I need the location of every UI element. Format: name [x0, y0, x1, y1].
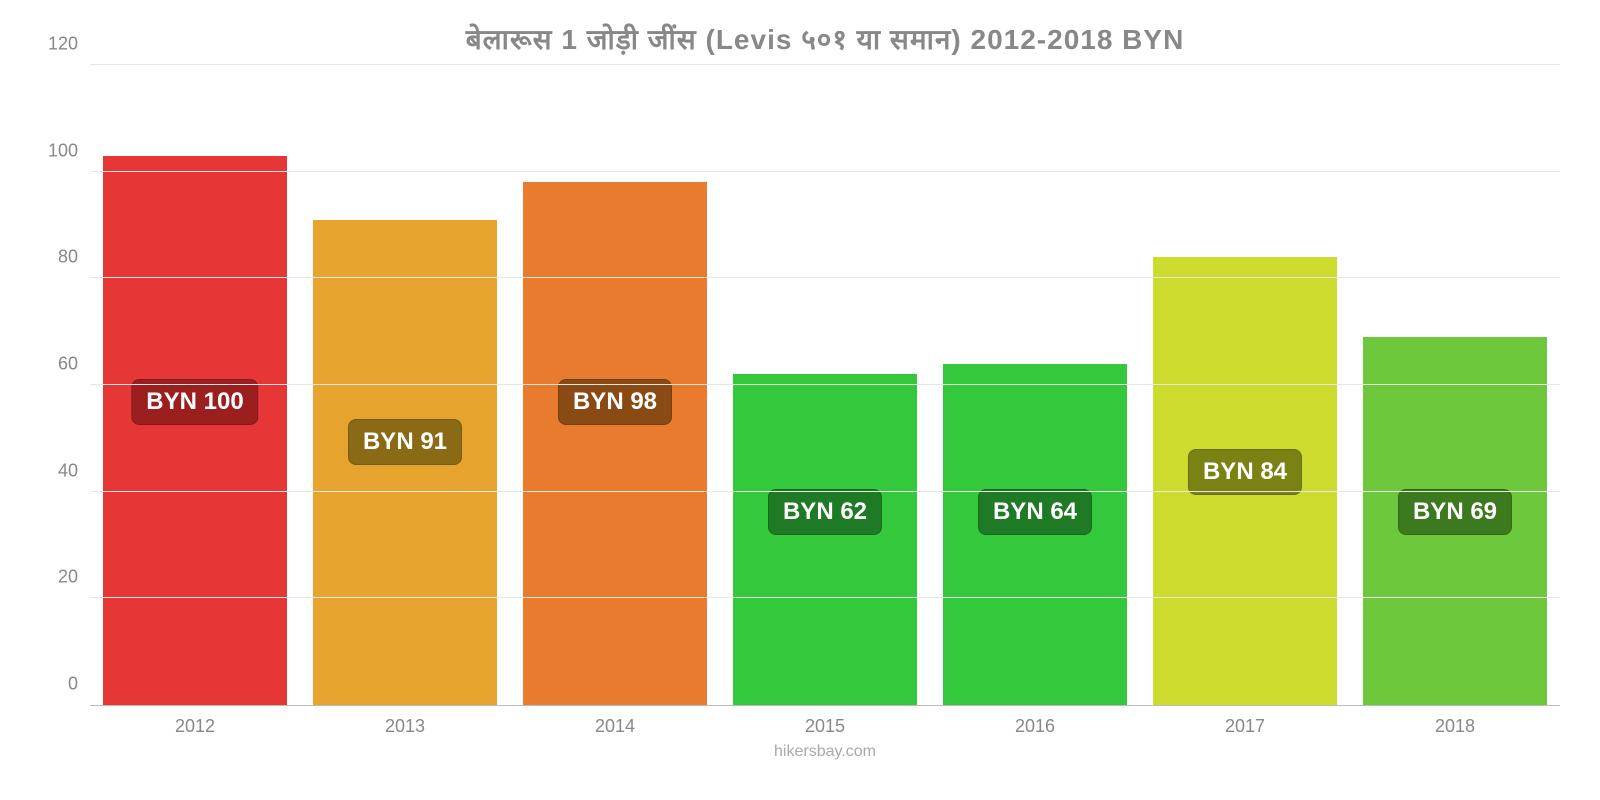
gridline	[90, 384, 1560, 385]
y-tick-label: 40	[58, 460, 90, 481]
gridline	[90, 491, 1560, 492]
bar-slot: BYN 62	[720, 66, 930, 705]
y-tick-label: 80	[58, 247, 90, 268]
bar	[103, 156, 288, 705]
bar-value-badge: BYN 69	[1398, 489, 1512, 535]
bar-slot: BYN 100	[90, 66, 300, 705]
x-tick-label: 2018	[1350, 716, 1560, 737]
x-tick-label: 2016	[930, 716, 1140, 737]
bar-value-badge: BYN 91	[348, 419, 462, 465]
x-tick-label: 2015	[720, 716, 930, 737]
chart-title: बेलारूस 1 जोड़ी जींस (Levis ५०१ या समान)…	[90, 20, 1560, 58]
bar-slot: BYN 84	[1140, 66, 1350, 705]
bar-slot: BYN 64	[930, 66, 1140, 705]
y-tick-label: 0	[68, 674, 90, 695]
bar-slot: BYN 91	[300, 66, 510, 705]
bar-value-badge: BYN 98	[558, 379, 672, 425]
footer-credit: hikersbay.com	[90, 743, 1560, 761]
bar-value-badge: BYN 84	[1188, 449, 1302, 495]
bars-row: BYN 100 BYN 91 BYN 98 BYN 62 BYN 64 BYN 84 BYN…	[90, 66, 1560, 705]
bar-value-badge: BYN 64	[978, 489, 1092, 535]
x-axis-row: 2012201320142015201620172018	[90, 716, 1560, 737]
bar-slot: BYN 69	[1350, 66, 1560, 705]
gridline	[90, 277, 1560, 278]
bar-value-badge: BYN 62	[768, 489, 882, 535]
chart-container: बेलारूस 1 जोड़ी जींस (Levis ५०१ या समान)…	[0, 0, 1600, 800]
x-tick-label: 2012	[90, 716, 300, 737]
y-tick-label: 100	[48, 140, 90, 161]
y-tick-label: 120	[48, 34, 90, 55]
gridline	[90, 64, 1560, 65]
x-tick-label: 2014	[510, 716, 720, 737]
plot-area: BYN 100 BYN 91 BYN 98 BYN 62 BYN 64 BYN 84 BYN…	[90, 66, 1560, 706]
bar	[733, 374, 918, 705]
y-tick-label: 20	[58, 567, 90, 588]
x-tick-label: 2017	[1140, 716, 1350, 737]
bar-value-badge: BYN 100	[131, 379, 258, 425]
y-tick-label: 60	[58, 354, 90, 375]
bar-slot: BYN 98	[510, 66, 720, 705]
x-tick-label: 2013	[300, 716, 510, 737]
bar	[523, 182, 708, 705]
gridline	[90, 171, 1560, 172]
gridline	[90, 597, 1560, 598]
